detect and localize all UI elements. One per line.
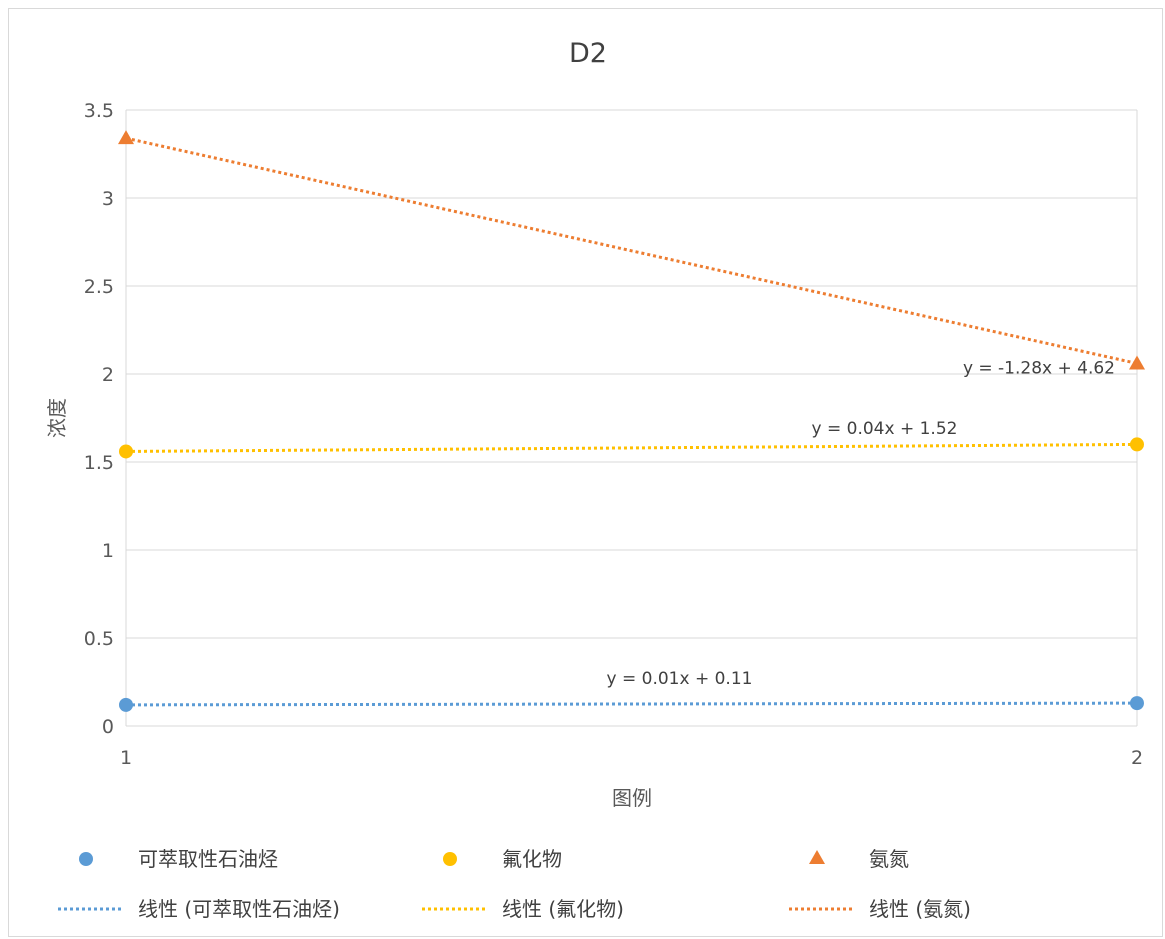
data-point-triangle (118, 130, 134, 145)
chart-frame (8, 8, 1163, 937)
legend-trend-label: 线性 (可萃取性石油烃) (138, 897, 340, 921)
data-point (1130, 696, 1144, 711)
trendlines (125, 136, 1138, 707)
x-axis-title: 图例 (612, 786, 652, 810)
y-tick-label: 1.5 (84, 452, 114, 474)
trend-equation: y = 0.01x + 0.11 (607, 669, 753, 689)
y-tick-label: 2.5 (84, 276, 114, 298)
legend-marker (809, 850, 825, 864)
data-point-triangle (1129, 355, 1145, 370)
data-point (119, 697, 133, 712)
legend-trend-label: 线性 (氟化物) (502, 897, 624, 921)
tick-labels: 0 0.5 1 1.5 2 2.5 3 3.5 1 2 (84, 100, 1143, 769)
trendline (125, 136, 1138, 365)
data-point (119, 444, 133, 459)
trend-equation: y = 0.04x + 1.52 (812, 419, 958, 439)
legend-label: 可萃取性石油烃 (138, 847, 278, 871)
y-tick-label: 3.5 (84, 100, 114, 122)
y-tick-label: 0.5 (84, 628, 114, 650)
chart-title: D2 (569, 38, 607, 69)
y-axis-title: 浓度 (45, 398, 69, 438)
y-tick-label: 1 (102, 540, 114, 562)
trend-equations: y = 0.01x + 0.11 y = 0.04x + 1.52 y = -1.2… (607, 358, 1115, 689)
gridlines (125, 109, 1138, 727)
legend-marker (443, 852, 457, 866)
data-points (118, 130, 1145, 712)
data-point (1130, 437, 1144, 452)
legend-trend-label: 线性 (氨氮) (869, 897, 971, 921)
x-tick-label: 1 (120, 747, 132, 769)
trendline (125, 701, 1138, 707)
x-tick-label: 2 (1131, 747, 1143, 769)
trendline (125, 442, 1138, 453)
legend-marker (79, 852, 93, 866)
y-tick-label: 3 (102, 188, 114, 210)
trend-equation: y = -1.28x + 4.62 (963, 358, 1115, 378)
y-tick-label: 2 (102, 364, 114, 386)
legend-label: 氨氮 (869, 847, 909, 871)
y-tick-label: 0 (102, 716, 114, 738)
legend-label: 氟化物 (502, 847, 562, 871)
